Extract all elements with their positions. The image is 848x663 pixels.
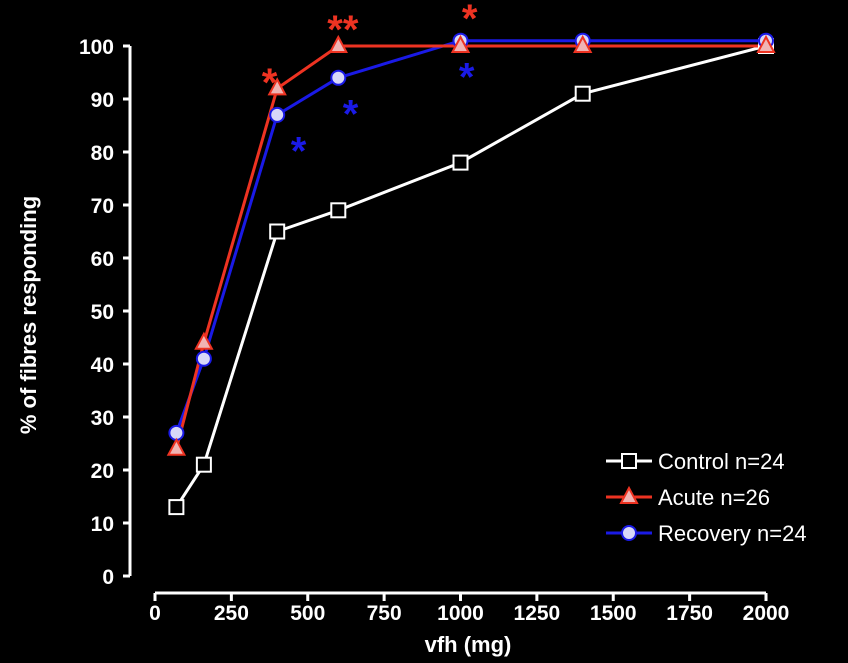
x-tick-label: 250 [214, 602, 249, 625]
data-point [328, 34, 348, 53]
y-tick-label: 60 [91, 248, 114, 271]
y-tick-label: 0 [102, 566, 114, 589]
legend-label: Recovery n=24 [658, 521, 807, 546]
y-tick-label: 70 [91, 195, 114, 218]
data-point [756, 34, 776, 53]
series-markers-square [168, 38, 774, 516]
series-layer [166, 32, 776, 516]
series-line [175, 44, 767, 508]
data-point [269, 106, 286, 123]
y-axis-label: % of fibres responding [16, 196, 41, 434]
data-point [573, 34, 593, 53]
x-tick-label: 1500 [590, 602, 637, 625]
x-tick-label: 1750 [666, 602, 713, 625]
legend-item: Control n=24 [606, 449, 785, 474]
data-point [330, 69, 347, 86]
significance-marker: * [343, 93, 359, 137]
data-point [195, 456, 212, 473]
series-square [175, 44, 767, 508]
x-tick-label: 2000 [743, 602, 790, 625]
data-point [330, 202, 347, 219]
legend-item: Recovery n=24 [606, 521, 807, 546]
y-tick-label: 80 [91, 142, 114, 165]
data-point [195, 350, 212, 367]
y-tick-label: 100 [79, 36, 114, 59]
legend-item: Acute n=26 [606, 485, 770, 510]
significance-marker: * [459, 56, 475, 100]
legend-label: Acute n=26 [658, 485, 770, 510]
x-tick-label: 1250 [514, 602, 561, 625]
y-tick-label: 50 [91, 301, 114, 324]
significance-marker: ** [327, 8, 359, 52]
data-point [168, 499, 185, 516]
data-point [269, 223, 286, 240]
y-tick-label: 20 [91, 460, 114, 483]
y-tick-label: 40 [91, 354, 114, 377]
legend-marker [621, 525, 637, 541]
x-tick-label: 0 [149, 602, 161, 625]
data-point [574, 85, 591, 102]
legend-marker [619, 485, 639, 504]
data-point [452, 154, 469, 171]
legend: Control n=24 Acute n=26 Recovery n=24 [606, 449, 807, 546]
legend-label: Control n=24 [658, 449, 785, 474]
significance-marker: * [291, 130, 307, 174]
legend-marker [621, 453, 637, 469]
series-markers-triangle [166, 34, 776, 456]
series-triangle [174, 44, 766, 450]
y-tick-label: 10 [91, 513, 114, 536]
y-tick-label: 30 [91, 407, 114, 430]
x-tick-label: 750 [367, 602, 402, 625]
x-axis-label: vfh (mg) [425, 632, 512, 657]
data-point [267, 77, 287, 96]
y-tick-label: 90 [91, 89, 114, 112]
data-point [166, 437, 187, 456]
x-tick-label: 1000 [437, 602, 484, 625]
annotations-layer: *** **** [262, 0, 478, 174]
data-point [450, 34, 471, 53]
x-tick-label: 500 [290, 602, 325, 625]
series-line [174, 44, 766, 450]
significance-marker: * [462, 0, 478, 41]
significance-marker: * [262, 61, 278, 105]
data-point [194, 331, 214, 350]
